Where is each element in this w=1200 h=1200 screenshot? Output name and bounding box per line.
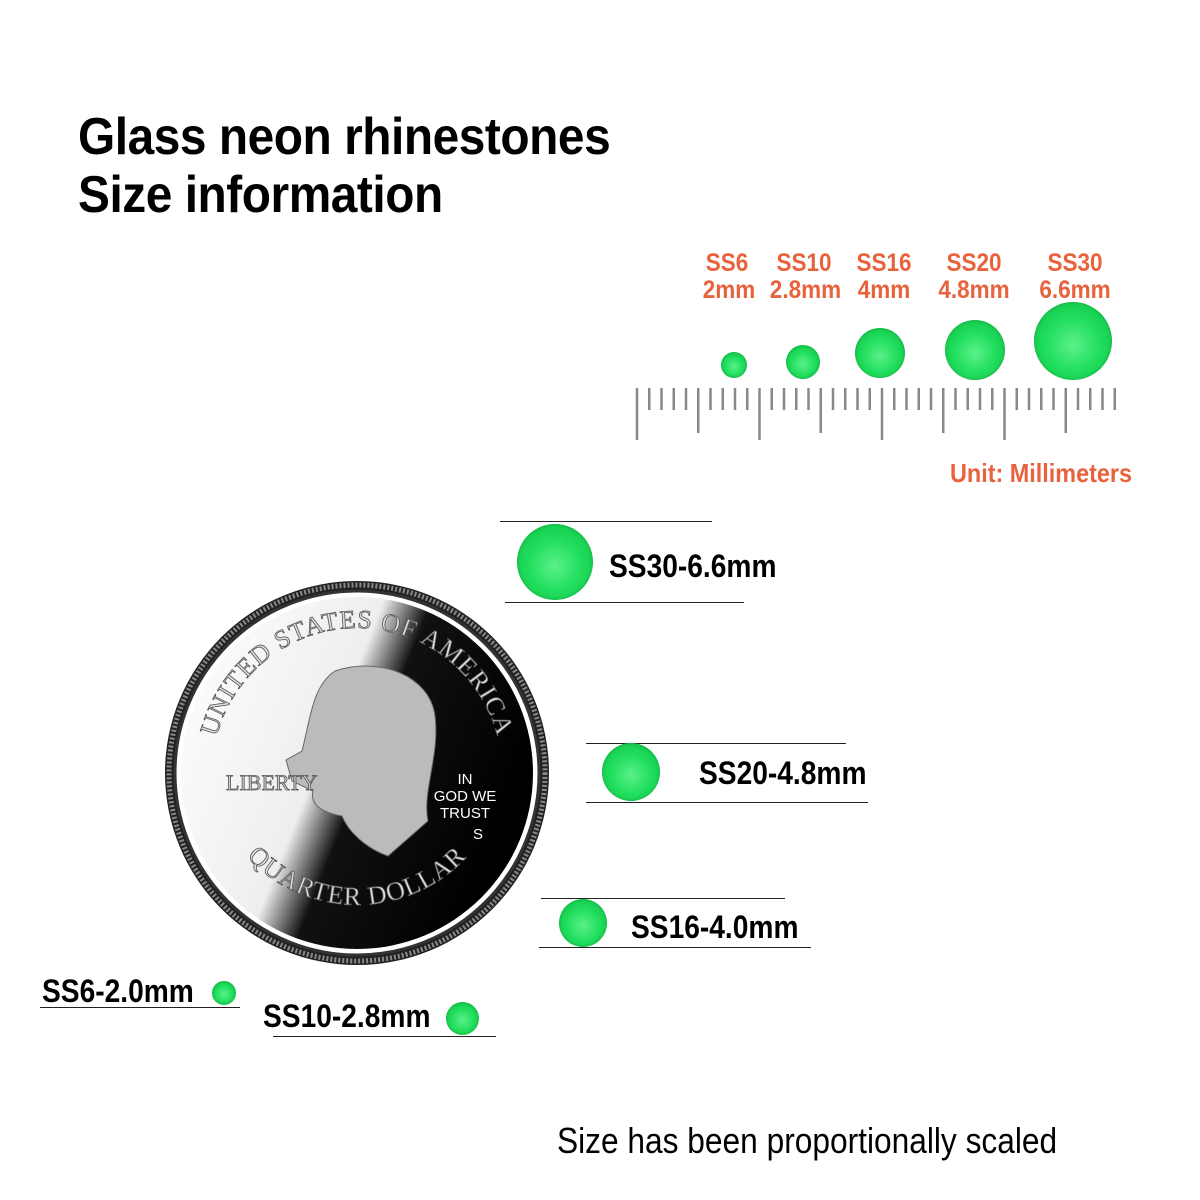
- size-value: 6.6mm: [1039, 276, 1111, 304]
- gem-ss6-comparison: [212, 981, 236, 1005]
- gem-ss10: [786, 345, 820, 379]
- size-value: 2mm: [702, 276, 756, 304]
- divider: [273, 1036, 496, 1037]
- title-line-2: Size information: [78, 166, 443, 224]
- coin-motto-2: GOD WE: [434, 788, 497, 805]
- divider: [541, 898, 785, 899]
- size-code: SS20: [946, 249, 1002, 277]
- size-value: 2.8mm: [769, 276, 842, 304]
- label-ss20: SS20-4.8mm: [699, 755, 867, 791]
- coin-motto-3: TRUST: [440, 805, 490, 822]
- divider: [586, 743, 846, 744]
- size-code: SS30: [1047, 249, 1103, 277]
- label-ss16: SS16-4.0mm: [631, 909, 799, 945]
- portrait: [285, 665, 437, 857]
- label-ss6: SS6-2.0mm: [42, 973, 194, 1009]
- label-ss30: SS30-6.6mm: [609, 548, 777, 584]
- gem-ss6: [721, 352, 747, 378]
- size-label-ss20: SS20 4.8mm: [938, 250, 1010, 304]
- label-ss10: SS10-2.8mm: [263, 998, 431, 1034]
- divider: [505, 602, 744, 603]
- size-label-ss30: SS30 6.6mm: [1038, 250, 1112, 304]
- divider: [500, 521, 712, 522]
- footer-note: Size has been proportionally scaled: [557, 1120, 1058, 1161]
- coin-motto-1: IN: [458, 771, 473, 788]
- coin-mint-mark: S: [473, 826, 483, 843]
- divider: [586, 802, 868, 803]
- size-label-ss6: SS6 2mm: [702, 249, 756, 304]
- size-value: 4mm: [857, 276, 911, 304]
- divider: [539, 947, 811, 948]
- gem-ss16: [855, 328, 905, 378]
- gem-ss20: [945, 320, 1005, 380]
- gem-ss30: [1034, 302, 1112, 380]
- coin-liberty-text: LIBERTY: [226, 770, 318, 795]
- size-label-ss10: SS10 2.8mm: [769, 249, 842, 304]
- quarter-coin: UNITED STATES OF AMERICA QUARTER DOLLAR …: [165, 581, 549, 965]
- size-value: 4.8mm: [938, 276, 1010, 304]
- size-code: SS10: [776, 249, 832, 277]
- divider: [40, 1007, 240, 1008]
- title-line-1: Glass neon rhinestones: [78, 108, 611, 166]
- page-title: Glass neon rhinestones Size information: [78, 108, 611, 224]
- size-code: SS6: [705, 249, 749, 277]
- gem-ss10-comparison: [446, 1002, 479, 1035]
- size-code: SS16: [856, 249, 912, 277]
- gem-ss30-comparison: [517, 524, 593, 600]
- ruler: [635, 388, 1116, 440]
- gem-ss20-comparison: [602, 743, 660, 801]
- unit-label: Unit: Millimeters: [950, 458, 1133, 488]
- gem-ss16-comparison: [559, 899, 607, 947]
- size-label-ss16: SS16 4mm: [855, 250, 913, 304]
